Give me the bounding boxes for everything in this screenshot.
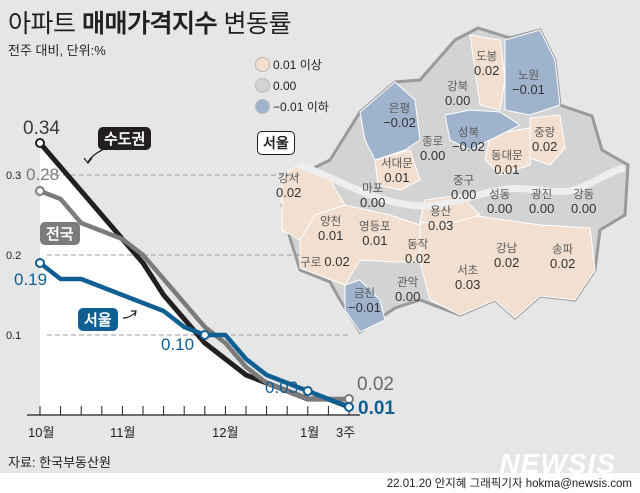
series-tag-national: 전국	[40, 222, 80, 245]
seoul-map	[280, 26, 630, 335]
district-label: 서초 0.03	[455, 265, 481, 292]
district-label: 관악 0.00	[395, 277, 421, 304]
x-label-nov: 11월	[110, 425, 135, 440]
district-eunpyeong	[359, 81, 421, 161]
label-sudogwon-start: 0.34	[23, 118, 60, 139]
legend-item-down: −0.01 이하	[255, 96, 329, 117]
legend-item-flat: 0.00	[255, 75, 329, 96]
district-label: 중구 0.00	[451, 175, 477, 202]
district-label: 광진 0.00	[529, 189, 555, 216]
footer-bar	[0, 473, 640, 493]
page-title: 아파트 매매가격지수 변동률	[8, 4, 291, 40]
y-tick-0.3: 0.3	[6, 170, 21, 182]
legend-dot-up	[255, 57, 270, 72]
district-label: 동대문 0.01	[491, 150, 523, 177]
district-label: 송파 0.02	[550, 244, 576, 271]
district-label: 강서 0.02	[276, 173, 302, 200]
district-dongdaemun	[484, 127, 531, 176]
label-national-start: 0.28	[26, 165, 59, 184]
district-label: 도봉 0.02	[474, 51, 500, 78]
district-label: 구로 0.02	[300, 254, 350, 270]
series-national-line	[39, 188, 349, 402]
district-label: 성동 0.00	[487, 189, 513, 216]
district-seongbuk	[444, 109, 522, 151]
title-part-2: 매매가격지수	[81, 10, 218, 38]
x-label-oct: 10월	[28, 425, 54, 440]
district-label: 성북 −0.02	[452, 127, 485, 154]
data-point-marker	[35, 186, 45, 196]
district-label: 양천 0.01	[318, 216, 344, 243]
district-label: 마포 0.00	[360, 183, 386, 210]
y-tick-0.1: 0.1	[6, 330, 21, 342]
district-seodaemun	[374, 149, 421, 191]
district-label: 은평 −0.02	[383, 103, 416, 130]
district-label: 강북 0.00	[445, 81, 471, 108]
series-seoul-line	[38, 261, 350, 410]
legend-dot-flat	[255, 78, 270, 93]
label-national-end: 0.02	[357, 374, 394, 395]
district-geumcheon	[344, 279, 386, 333]
label-seoul-mid: 0.10	[161, 335, 194, 354]
district-label: 서대문 0.01	[381, 158, 413, 185]
map-legend: 0.01 이상 0.00 −0.01 이하	[255, 54, 329, 117]
district-south	[419, 214, 596, 319]
title-part-1: 아파트	[8, 10, 76, 38]
series-tag-sudogwon: 수도권	[98, 127, 152, 150]
district-label: 금천 −0.01	[348, 288, 381, 315]
data-point-marker	[35, 258, 45, 268]
x-label-dec: 12월	[212, 425, 238, 440]
district-label: 종로 0.00	[420, 136, 446, 163]
credit-line: 22.01.20 안지혜 그래픽기자 hokma@newsis.com	[386, 478, 632, 490]
district-nowon	[504, 29, 561, 116]
y-tick-0.2: 0.2	[6, 250, 21, 262]
district-label: 강남 0.02	[494, 243, 520, 270]
district-label: 영등포 0.01	[359, 221, 391, 248]
district-label: 동작 0.02	[405, 239, 431, 266]
legend-item-up: 0.01 이상	[255, 54, 329, 75]
district-dobong	[469, 34, 506, 111]
legend-dot-down	[255, 99, 270, 114]
title-part-3: 변동률	[223, 10, 291, 38]
data-point-marker	[344, 402, 354, 412]
plot-area	[27, 138, 360, 416]
label-seoul-start: 0.19	[14, 270, 47, 289]
district-label: 강동 0.00	[571, 189, 597, 216]
arrow-icon	[122, 311, 137, 319]
label-seoul-mid2: 0.03	[265, 378, 298, 397]
source-note: 자료: 한국부동산원	[8, 455, 111, 470]
district-label: 중랑 0.02	[532, 127, 558, 154]
label-seoul-end: 0.01	[358, 398, 395, 419]
district-label: 노원 −0.01	[512, 70, 545, 97]
x-label-jan: 1월	[300, 425, 319, 440]
x-label-week3: 3주	[336, 425, 355, 440]
subtitle: 전주 대비, 단위:%	[8, 43, 106, 58]
data-point-marker	[35, 138, 45, 148]
district-label: 용산 0.03	[428, 206, 454, 233]
data-point-marker	[199, 330, 210, 340]
map-title: 서울	[257, 131, 295, 155]
data-point-marker	[344, 394, 354, 404]
series-tag-seoul: 서울	[78, 308, 118, 331]
data-point-marker	[302, 386, 313, 396]
